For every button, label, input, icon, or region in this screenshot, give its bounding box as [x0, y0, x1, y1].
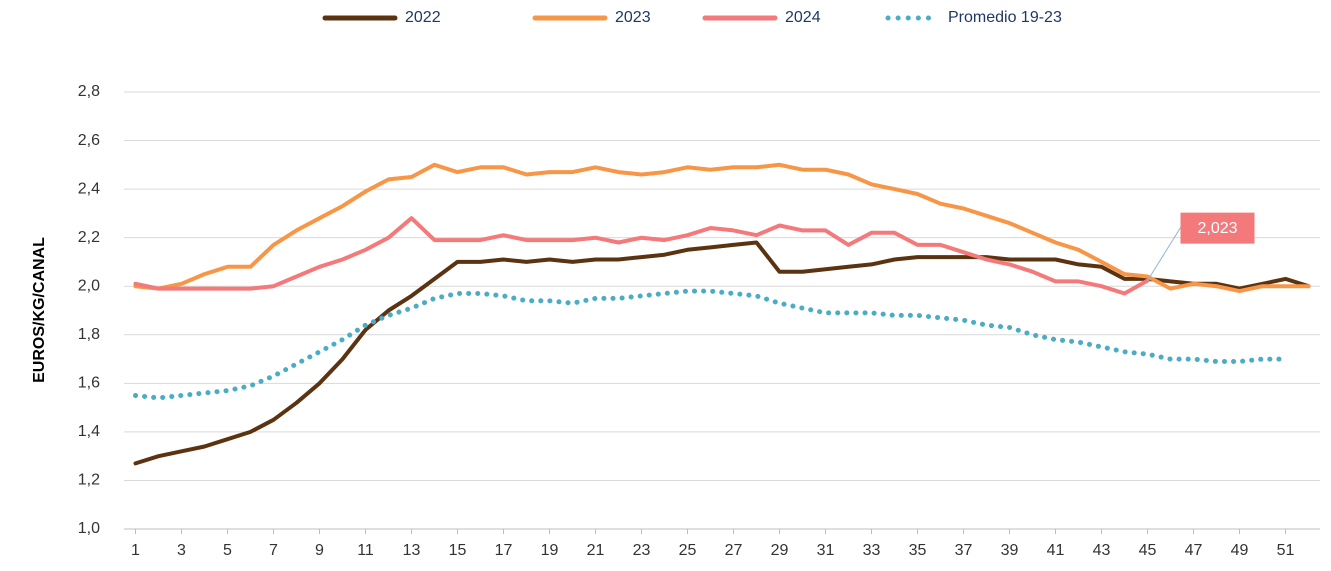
x-tick-label: 39 — [1001, 542, 1019, 559]
x-tick-label: 35 — [909, 542, 927, 559]
series-line — [133, 216, 1150, 296]
x-tick-label: 45 — [1139, 542, 1157, 559]
x-tick-label: 27 — [725, 542, 743, 559]
x-tick-label: 15 — [449, 542, 467, 559]
legend-label: Promedio 19-23 — [948, 9, 1062, 26]
y-tick-label: 1,8 — [78, 326, 100, 343]
y-tick-label: 1,2 — [78, 472, 100, 489]
y-tick-label: 1,0 — [78, 520, 100, 537]
label-leader — [1147, 227, 1181, 281]
x-tick-label: 3 — [177, 542, 186, 559]
x-tick-label: 29 — [771, 542, 789, 559]
x-tick-label: 17 — [495, 542, 513, 559]
x-tick-label: 21 — [587, 542, 605, 559]
y-axis-title: EUROS/KG/CANAL — [31, 237, 48, 383]
data-label: 2,023 — [1197, 220, 1237, 237]
label-box — [1180, 212, 1255, 244]
x-tick-label: 51 — [1277, 542, 1295, 559]
series-line — [133, 162, 1311, 294]
x-tick-label: 31 — [817, 542, 835, 559]
series-line — [133, 240, 1311, 466]
x-tick-label: 23 — [633, 542, 651, 559]
y-tick-label: 1,6 — [78, 375, 100, 392]
y-tick-label: 2,6 — [78, 132, 100, 149]
x-tick-label: 41 — [1047, 542, 1065, 559]
x-tick-label: 9 — [315, 542, 324, 559]
series-line — [133, 288, 1288, 401]
x-tick-label: 7 — [269, 542, 278, 559]
x-tick-label: 1 — [131, 542, 140, 559]
x-tick-label: 37 — [955, 542, 973, 559]
x-tick-label: 43 — [1093, 542, 1111, 559]
y-tick-label: 2,2 — [78, 229, 100, 246]
x-tick-label: 5 — [223, 542, 232, 559]
x-tick-label: 33 — [863, 542, 881, 559]
x-tick-label: 13 — [403, 542, 421, 559]
x-tick-label: 49 — [1231, 542, 1249, 559]
y-tick-label: 2,8 — [78, 83, 100, 100]
legend-label: 2023 — [615, 9, 651, 26]
y-tick-label: 2,0 — [78, 277, 100, 294]
x-tick-label: 19 — [541, 542, 559, 559]
legend-label: 2024 — [785, 9, 821, 26]
y-tick-label: 2,4 — [78, 180, 100, 197]
legend-label: 2022 — [405, 9, 441, 26]
x-tick-label: 11 — [357, 542, 374, 559]
x-tick-label: 47 — [1185, 542, 1203, 559]
y-tick-label: 1,4 — [78, 423, 100, 440]
x-tick-label: 25 — [679, 542, 697, 559]
legend: 2022 2023 2024 Promedio 19-23 — [322, 9, 1062, 26]
